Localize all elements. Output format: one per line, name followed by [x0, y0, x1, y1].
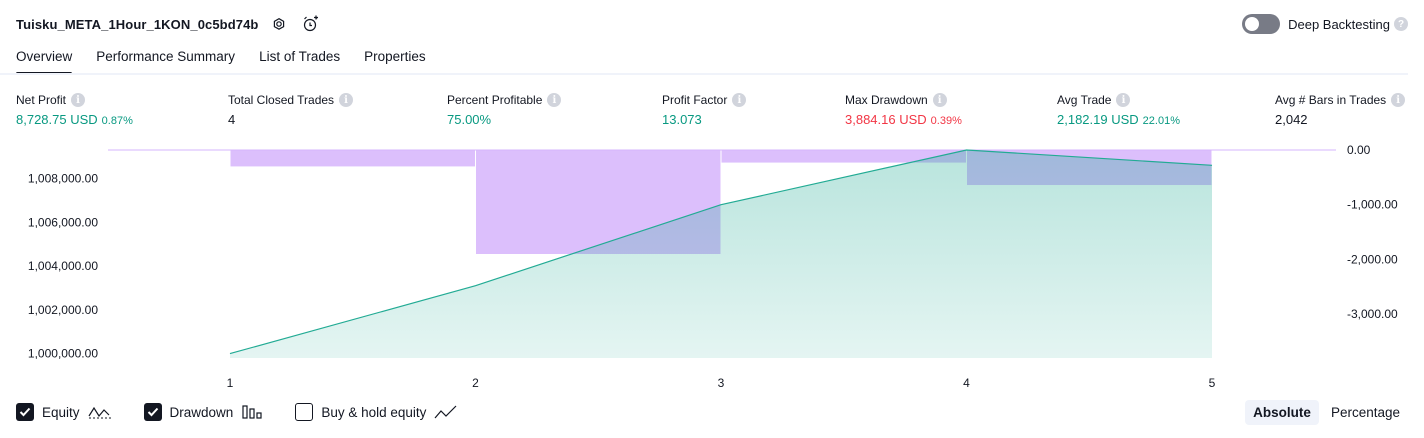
- deep-backtesting-label: Deep Backtesting: [1288, 16, 1390, 32]
- settings-icon[interactable]: [268, 13, 290, 35]
- left-axis-tick-label: 1,000,000.00: [28, 347, 98, 361]
- stat-label: Net Profit: [16, 93, 67, 107]
- add-alert-icon[interactable]: [300, 13, 322, 35]
- left-axis-tick-label: 1,004,000.00: [28, 259, 98, 273]
- right-axis-tick-label: -1,000.00: [1347, 198, 1398, 212]
- drawdown-checkbox[interactable]: [143, 403, 162, 421]
- x-axis-tick-label: 2: [472, 376, 479, 390]
- tab-performance-summary[interactable]: Performance Summary: [96, 49, 236, 64]
- stat-avg-trade: Avg Trade i 2,182.19 USD 22.01%: [1057, 93, 1180, 127]
- tab-bar: Overview Performance Summary List of Tra…: [16, 44, 450, 75]
- stat-total-closed-trades: Total Closed Trades i 4: [228, 93, 354, 127]
- percentage-button[interactable]: Percentage: [1330, 405, 1400, 420]
- tab-list-of-trades[interactable]: List of Trades: [259, 49, 341, 64]
- equity-drawdown-chart: 1,000,000.00 1,002,000.00 1,004,000.00 1,00…: [28, 143, 1398, 390]
- stat-value: 8,728.75 USD: [16, 112, 98, 127]
- tab-properties[interactable]: Properties: [364, 49, 426, 64]
- buy-hold-line-icon: [434, 404, 458, 420]
- stat-profit-factor: Profit Factor i 13.073: [662, 93, 747, 127]
- tab-overview[interactable]: Overview: [16, 44, 73, 75]
- strategy-name: Tuisku_META_1Hour_1KON_0c5bd74b: [16, 16, 259, 32]
- stat-value: 4: [228, 112, 236, 127]
- stat-value: 13.073: [662, 112, 702, 127]
- stat-label: Percent Profitable: [447, 93, 543, 107]
- left-axis-tick-label: 1,008,000.00: [28, 171, 98, 185]
- x-axis-tick-label: 5: [1209, 376, 1216, 390]
- legend-label: Buy & hold equity: [321, 404, 427, 420]
- stat-label: Avg Trade: [1057, 93, 1112, 107]
- right-axis-tick-label: 0.00: [1347, 143, 1371, 157]
- stat-percent: 22.01%: [1142, 115, 1180, 127]
- left-axis-tick-label: 1,006,000.00: [28, 215, 98, 229]
- info-icon[interactable]: i: [932, 93, 947, 107]
- x-axis-tick-label: 4: [963, 376, 970, 390]
- stat-percent: 0.39%: [930, 115, 962, 127]
- stat-value: 2,182.19 USD: [1057, 112, 1139, 127]
- info-icon[interactable]: i: [1116, 93, 1131, 107]
- left-axis-tick-label: 1,002,000.00: [28, 303, 98, 317]
- chart-legend: Equity Drawdown Buy & hold equity: [16, 403, 490, 421]
- right-axis-tick-label: -2,000.00: [1347, 252, 1398, 266]
- stat-value: 75.00%: [447, 112, 492, 127]
- x-axis-tick-label: 3: [718, 376, 725, 390]
- stat-value: 2,042: [1275, 112, 1308, 127]
- stat-label: Profit Factor: [662, 93, 728, 107]
- view-mode-switch: Absolute Percentage: [1241, 400, 1408, 425]
- info-icon[interactable]: i: [547, 93, 562, 107]
- stat-label: Max Drawdown: [845, 93, 928, 107]
- stat-label: Avg # Bars in Trades: [1275, 93, 1387, 107]
- legend-drawdown[interactable]: Drawdown: [143, 403, 264, 421]
- stat-percent: 0.87%: [101, 115, 133, 127]
- stat-label: Total Closed Trades: [228, 93, 335, 107]
- equity-area: [230, 150, 1212, 358]
- drawdown-bar: [721, 150, 966, 163]
- info-icon[interactable]: i: [1391, 93, 1406, 107]
- legend-label: Drawdown: [169, 404, 234, 420]
- x-axis-tick-label: 1: [227, 376, 234, 390]
- stat-percent-profitable: Percent Profitable i 75.00%: [447, 93, 562, 127]
- deep-backtesting: Deep Backtesting ?: [1242, 12, 1408, 36]
- drawdown-bar: [230, 150, 475, 167]
- info-icon[interactable]: i: [339, 93, 354, 107]
- tab-divider: [0, 73, 1408, 75]
- info-icon[interactable]: i: [71, 93, 86, 107]
- absolute-button[interactable]: Absolute: [1245, 400, 1319, 425]
- stat-avg-bars-in-trades: Avg # Bars in Trades i 2,042: [1275, 93, 1406, 127]
- buy-hold-checkbox[interactable]: [295, 403, 314, 421]
- info-icon[interactable]: i: [732, 93, 747, 107]
- deep-backtesting-toggle[interactable]: [1242, 14, 1281, 34]
- drawdown-bars-icon: [241, 404, 263, 420]
- legend-equity[interactable]: Equity: [16, 403, 112, 421]
- help-icon[interactable]: ?: [1394, 17, 1408, 31]
- stat-max-drawdown: Max Drawdown i 3,884.16 USD 0.39%: [845, 93, 962, 127]
- stat-net-profit: Net Profit i 8,728.75 USD 0.87%: [16, 93, 133, 127]
- stat-value: 3,884.16 USD: [845, 112, 927, 127]
- legend-buy-hold-equity[interactable]: Buy & hold equity: [295, 403, 458, 421]
- strategy-header: Tuisku_META_1Hour_1KON_0c5bd74b: [16, 10, 322, 38]
- right-axis-tick-label: -3,000.00: [1347, 307, 1398, 321]
- legend-label: Equity: [42, 404, 80, 420]
- equity-checkbox[interactable]: [16, 403, 34, 421]
- equity-wave-icon: [88, 404, 112, 420]
